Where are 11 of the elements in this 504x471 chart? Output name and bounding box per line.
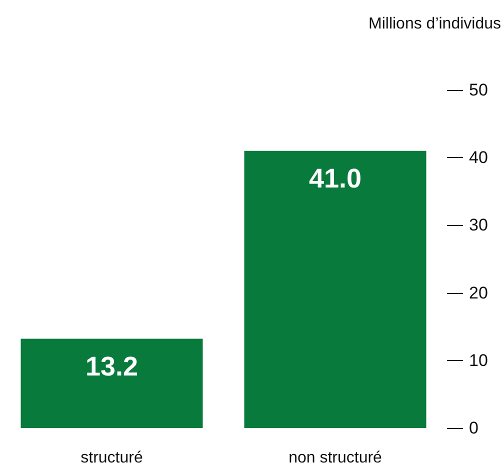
data-label: 41.0 — [308, 163, 362, 194]
y-tick-label: 10 — [469, 350, 488, 370]
y-tick-label: 30 — [469, 216, 488, 235]
y-tick-label: 50 — [469, 80, 488, 100]
x-tick-label: structuré — [80, 450, 143, 466]
y-axis-title: Millions d’individus — [368, 16, 501, 32]
data-label: 13.2 — [85, 351, 138, 382]
y-tick-label: 20 — [469, 283, 488, 302]
y-tick-label: 40 — [469, 148, 488, 168]
x-tick-label: non structuré — [288, 450, 382, 466]
y-tick-label: 0 — [469, 418, 478, 438]
